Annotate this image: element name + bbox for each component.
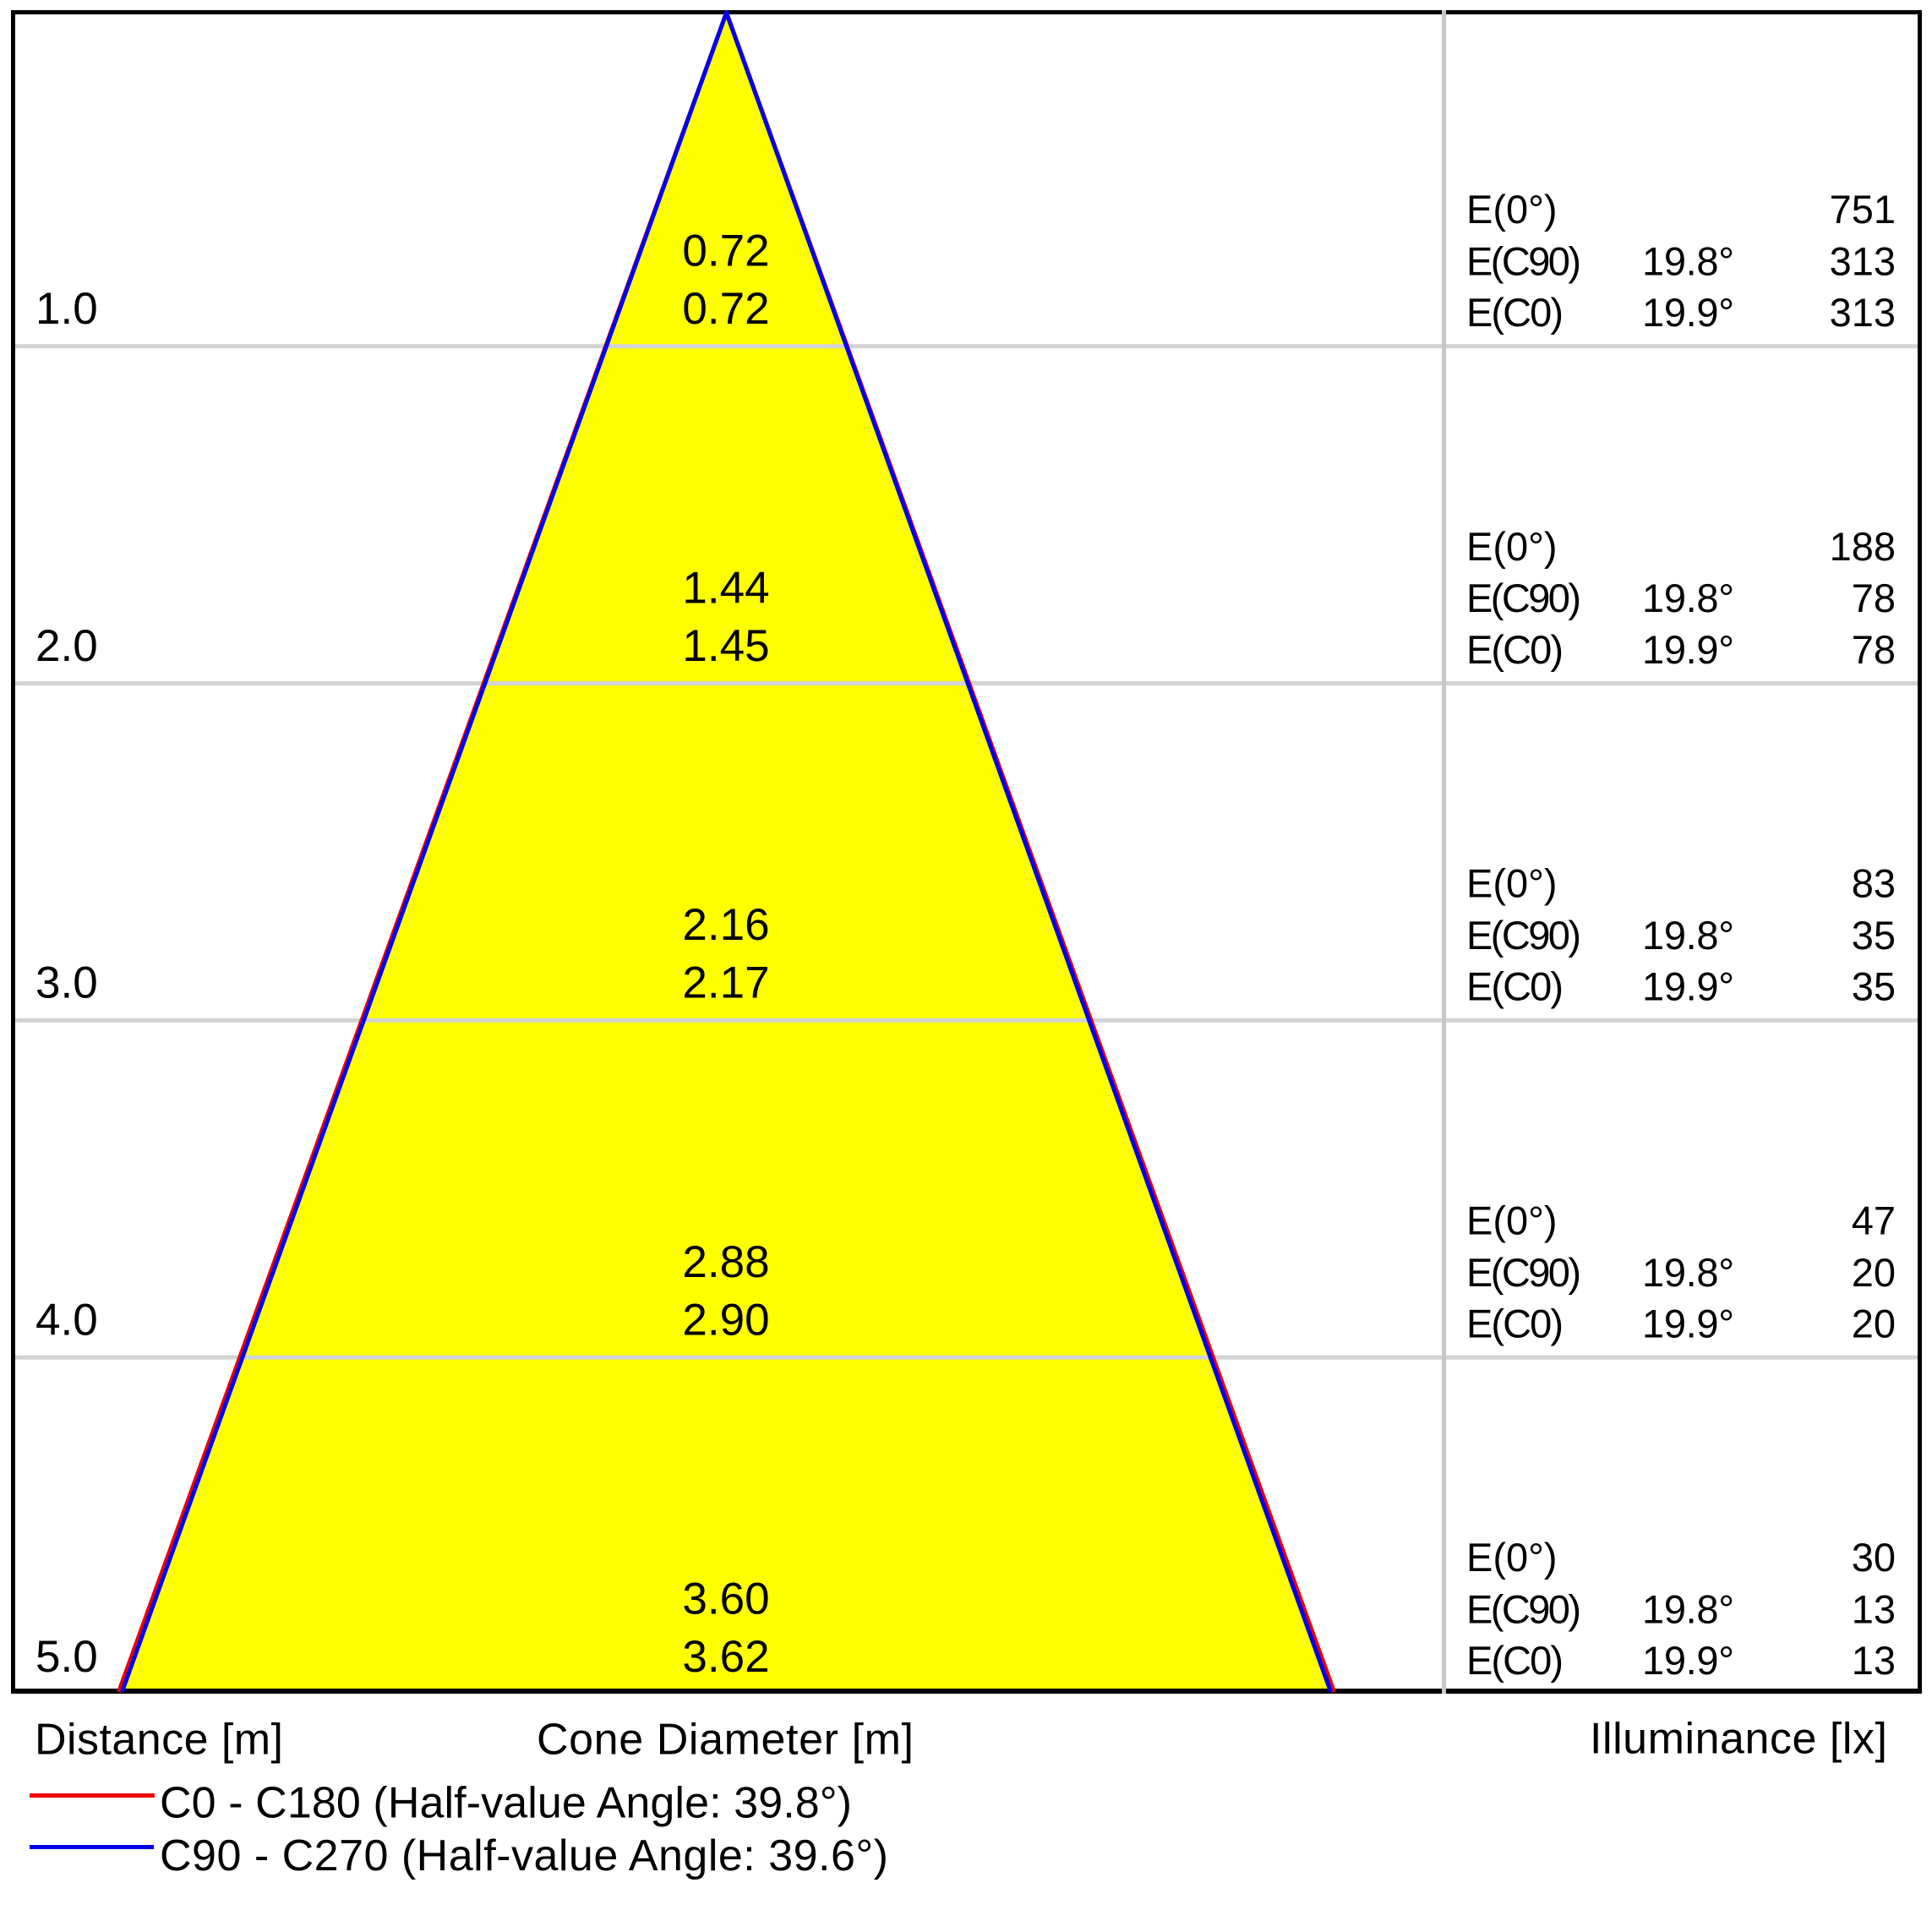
svg-text:E(0°): E(0°) xyxy=(1466,187,1558,232)
svg-text:E(0°): E(0°) xyxy=(1466,861,1558,906)
svg-text:19.8°: 19.8° xyxy=(1642,1587,1734,1632)
svg-text:Illuminance [lx]: Illuminance [lx] xyxy=(1590,1715,1887,1764)
svg-text:E(C90): E(C90) xyxy=(1466,1587,1581,1632)
svg-text:19.9°: 19.9° xyxy=(1642,964,1734,1009)
svg-text:0.72: 0.72 xyxy=(682,226,769,276)
svg-text:1.0: 1.0 xyxy=(35,284,98,334)
svg-text:2.0: 2.0 xyxy=(35,621,98,671)
svg-text:1.44: 1.44 xyxy=(682,563,769,613)
svg-text:2.16: 2.16 xyxy=(682,900,769,950)
svg-text:19.9°: 19.9° xyxy=(1642,1638,1734,1683)
svg-text:E(C90): E(C90) xyxy=(1466,576,1581,620)
svg-text:13: 13 xyxy=(1852,1587,1896,1632)
svg-text:19.9°: 19.9° xyxy=(1642,1301,1734,1345)
svg-text:35: 35 xyxy=(1852,913,1896,958)
svg-text:83: 83 xyxy=(1852,861,1896,906)
svg-text:3.0: 3.0 xyxy=(35,958,98,1008)
svg-text:19.8°: 19.8° xyxy=(1642,913,1734,958)
svg-text:47: 47 xyxy=(1852,1198,1896,1242)
svg-text:19.9°: 19.9° xyxy=(1642,290,1734,335)
svg-text:4.0: 4.0 xyxy=(35,1295,98,1345)
svg-text:313: 313 xyxy=(1830,238,1896,283)
svg-text:E(C0): E(C0) xyxy=(1466,1301,1564,1345)
svg-text:E(C90): E(C90) xyxy=(1466,238,1581,283)
svg-text:0.72: 0.72 xyxy=(682,284,769,334)
svg-text:188: 188 xyxy=(1830,524,1896,569)
svg-text:C90 - C270 (Half-value Angle:: C90 - C270 (Half-value Angle: 39.6°) xyxy=(160,1831,888,1880)
svg-text:78: 78 xyxy=(1852,627,1896,672)
svg-text:30: 30 xyxy=(1852,1535,1896,1580)
svg-text:78: 78 xyxy=(1852,576,1896,620)
svg-text:E(C0): E(C0) xyxy=(1466,627,1564,672)
svg-text:Cone Diameter [m]: Cone Diameter [m] xyxy=(537,1716,914,1765)
svg-text:20: 20 xyxy=(1852,1301,1896,1345)
svg-text:13: 13 xyxy=(1852,1638,1896,1683)
svg-text:19.8°: 19.8° xyxy=(1642,238,1734,283)
svg-text:3.60: 3.60 xyxy=(682,1575,769,1624)
svg-text:E(C90): E(C90) xyxy=(1466,1250,1581,1295)
svg-text:2.17: 2.17 xyxy=(682,958,769,1008)
svg-text:Distance [m]: Distance [m] xyxy=(35,1716,283,1765)
svg-text:2.88: 2.88 xyxy=(682,1237,769,1287)
svg-text:E(0°): E(0°) xyxy=(1466,1535,1558,1580)
svg-text:313: 313 xyxy=(1830,290,1896,335)
svg-text:E(C0): E(C0) xyxy=(1466,290,1564,335)
svg-text:751: 751 xyxy=(1830,187,1896,232)
svg-text:20: 20 xyxy=(1852,1250,1896,1295)
svg-text:E(0°): E(0°) xyxy=(1466,524,1558,569)
svg-text:E(C90): E(C90) xyxy=(1466,913,1581,958)
svg-text:1.45: 1.45 xyxy=(682,621,769,671)
svg-text:35: 35 xyxy=(1852,964,1896,1009)
svg-text:E(0°): E(0°) xyxy=(1466,1198,1558,1242)
svg-text:2.90: 2.90 xyxy=(682,1295,769,1345)
svg-text:5.0: 5.0 xyxy=(35,1632,98,1682)
svg-text:19.8°: 19.8° xyxy=(1642,576,1734,620)
svg-text:E(C0): E(C0) xyxy=(1466,964,1564,1009)
svg-text:19.9°: 19.9° xyxy=(1642,627,1734,672)
svg-text:C0 - C180 (Half-value Angle: 3: C0 - C180 (Half-value Angle: 39.8°) xyxy=(160,1778,852,1827)
svg-text:3.62: 3.62 xyxy=(682,1632,769,1682)
svg-text:E(C0): E(C0) xyxy=(1466,1638,1564,1683)
svg-text:19.8°: 19.8° xyxy=(1642,1250,1734,1295)
